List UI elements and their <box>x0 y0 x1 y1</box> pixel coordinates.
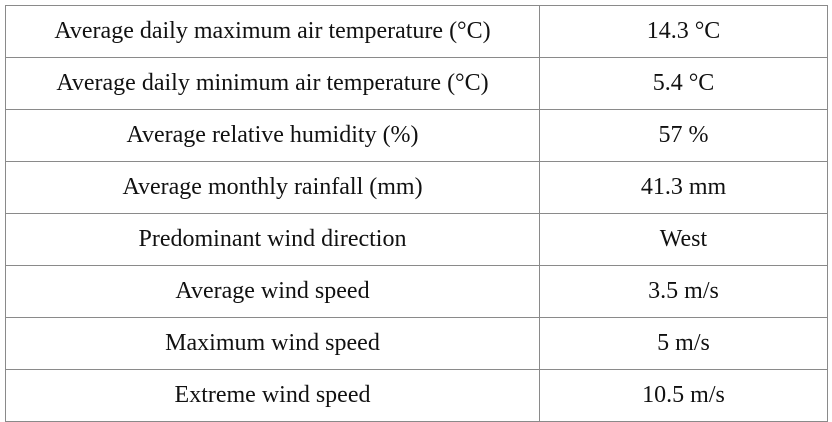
table-row: Average relative humidity (%) 57 % <box>5 109 828 162</box>
table-row: Average wind speed 3.5 m/s <box>5 265 828 318</box>
table-row: Average monthly rainfall (mm) 41.3 mm <box>5 161 828 214</box>
table-row: Extreme wind speed 10.5 m/s <box>5 369 828 422</box>
parameter-cell: Average wind speed <box>5 265 540 318</box>
value-cell: 41.3 mm <box>539 161 828 214</box>
table-row: Average daily maximum air temperature (°… <box>5 5 828 58</box>
value-cell: 5.4 °C <box>539 57 828 110</box>
parameter-cell: Maximum wind speed <box>5 317 540 370</box>
parameter-cell: Average daily maximum air temperature (°… <box>5 5 540 58</box>
value-cell: 3.5 m/s <box>539 265 828 318</box>
parameter-cell: Average monthly rainfall (mm) <box>5 161 540 214</box>
value-cell: 57 % <box>539 109 828 162</box>
table-row: Average daily minimum air temperature (°… <box>5 57 828 110</box>
parameter-cell: Average relative humidity (%) <box>5 109 540 162</box>
value-cell: West <box>539 213 828 266</box>
table-row: Predominant wind direction West <box>5 213 828 266</box>
value-cell: 14.3 °C <box>539 5 828 58</box>
parameter-cell: Extreme wind speed <box>5 369 540 422</box>
table-row: Maximum wind speed 5 m/s <box>5 317 828 370</box>
parameter-cell: Predominant wind direction <box>5 213 540 266</box>
value-cell: 10.5 m/s <box>539 369 828 422</box>
value-cell: 5 m/s <box>539 317 828 370</box>
data-table: Average daily maximum air temperature (°… <box>5 5 828 422</box>
parameter-cell: Average daily minimum air temperature (°… <box>5 57 540 110</box>
